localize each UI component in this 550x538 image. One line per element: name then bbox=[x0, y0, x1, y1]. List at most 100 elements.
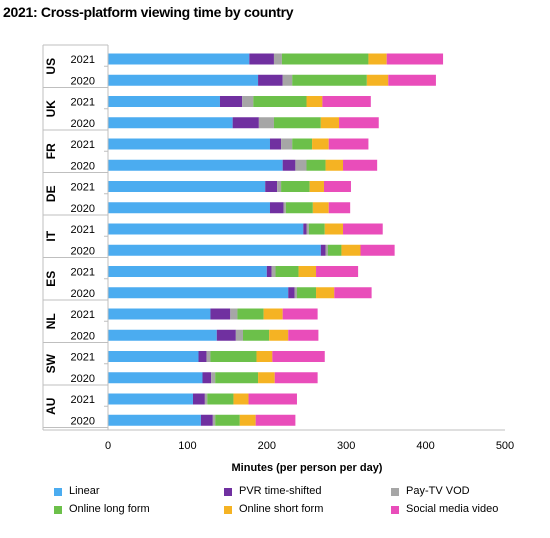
bar-segment bbox=[253, 96, 307, 107]
x-axis-title: Minutes (per person per day) bbox=[232, 462, 383, 474]
bar-segment bbox=[108, 74, 259, 86]
year-label: 2021 bbox=[71, 267, 95, 279]
bar-segment bbox=[198, 351, 207, 362]
bar-segment bbox=[258, 117, 274, 129]
bar-segment bbox=[206, 351, 211, 362]
bar-segment bbox=[283, 202, 286, 214]
bar-segment bbox=[298, 266, 317, 277]
bar-segment bbox=[108, 287, 289, 299]
year-label: 2021 bbox=[71, 182, 95, 194]
year-label: 2021 bbox=[71, 54, 95, 66]
bar-segment bbox=[108, 53, 250, 65]
bar-segment bbox=[274, 372, 318, 384]
bar-segment bbox=[256, 351, 273, 362]
bar-segment bbox=[272, 351, 325, 362]
bar-segment bbox=[108, 117, 233, 129]
bar-segment bbox=[328, 202, 351, 214]
bar-segment bbox=[242, 96, 254, 107]
year-label: 2020 bbox=[71, 160, 95, 172]
bar-segment bbox=[263, 308, 283, 320]
year-label: 2021 bbox=[71, 309, 95, 321]
bar-segment bbox=[343, 223, 383, 235]
year-label: 2021 bbox=[71, 352, 95, 364]
x-tick-label: 400 bbox=[416, 440, 434, 452]
bar-segment bbox=[266, 266, 272, 277]
bar-segment bbox=[334, 287, 372, 299]
bar-segment bbox=[281, 181, 310, 192]
year-label: 2020 bbox=[71, 288, 95, 300]
bar-segment bbox=[306, 96, 323, 107]
bar-segment bbox=[320, 244, 326, 256]
bar-segment bbox=[322, 96, 371, 107]
country-label: AU bbox=[44, 398, 58, 415]
bar-segment bbox=[277, 181, 282, 192]
bar-segment bbox=[235, 329, 243, 341]
bar-segment bbox=[368, 53, 387, 65]
year-label: 2020 bbox=[71, 330, 95, 342]
bar-segment bbox=[204, 393, 208, 405]
bar-segment bbox=[215, 414, 240, 426]
year-label: 2020 bbox=[71, 203, 95, 215]
bar-segment bbox=[248, 393, 297, 405]
bar-segment bbox=[288, 287, 295, 299]
bar-segment bbox=[303, 223, 307, 235]
bar-segment bbox=[360, 244, 395, 256]
bar-segment bbox=[210, 351, 257, 362]
bar-segment bbox=[343, 159, 378, 171]
bar-segment bbox=[285, 202, 313, 214]
bar-segment bbox=[325, 159, 344, 171]
bar-segment bbox=[249, 53, 274, 65]
country-label: IT bbox=[44, 230, 58, 241]
year-label: 2021 bbox=[71, 224, 95, 236]
x-tick-label: 0 bbox=[105, 440, 111, 452]
bar-segment bbox=[200, 414, 213, 426]
bar-segment bbox=[294, 287, 297, 299]
country-label: SW bbox=[44, 353, 58, 373]
bar-segment bbox=[316, 287, 335, 299]
bar-segment bbox=[108, 266, 267, 277]
x-tick-label: 100 bbox=[178, 440, 196, 452]
x-tick-label: 200 bbox=[258, 440, 276, 452]
bar-segment bbox=[237, 308, 264, 320]
bar-segment bbox=[239, 414, 256, 426]
bar-segment bbox=[215, 372, 259, 384]
bar-segment bbox=[339, 117, 379, 129]
bar-segment bbox=[108, 414, 201, 426]
bar-segment bbox=[269, 138, 282, 150]
axes-layer bbox=[42, 44, 505, 431]
bar-segment bbox=[281, 53, 369, 65]
bar-segment bbox=[323, 181, 351, 192]
bar-segment bbox=[255, 414, 296, 426]
bar-segment bbox=[324, 223, 344, 235]
bar-segment bbox=[316, 266, 359, 277]
country-label: UK bbox=[44, 100, 58, 118]
bar-segment bbox=[212, 414, 216, 426]
bar-segment bbox=[233, 393, 249, 405]
bar-segment bbox=[108, 244, 321, 256]
bar-segment bbox=[108, 138, 270, 150]
country-label: ES bbox=[44, 271, 58, 287]
year-label: 2020 bbox=[71, 118, 95, 130]
bar-segment bbox=[292, 138, 313, 150]
bar-segment bbox=[328, 138, 369, 150]
country-label: DE bbox=[44, 185, 58, 202]
bar-segment bbox=[216, 329, 236, 341]
bar-segment bbox=[219, 96, 243, 107]
bar-segment bbox=[296, 287, 317, 299]
bar-segment bbox=[108, 181, 266, 192]
year-label: 2021 bbox=[71, 139, 95, 151]
bar-segment bbox=[211, 372, 216, 384]
bar-segment bbox=[108, 202, 270, 214]
bar-segment bbox=[273, 117, 321, 129]
year-label: 2021 bbox=[71, 97, 95, 109]
bar-segment bbox=[271, 266, 276, 277]
x-tick-label: 300 bbox=[337, 440, 355, 452]
bar-segment bbox=[269, 202, 284, 214]
bar-segment bbox=[265, 181, 278, 192]
bar-segment bbox=[312, 138, 329, 150]
labels-layer: 0 100 200 300 400 500 2021 2020 2021 2020 2021 2020… bbox=[44, 54, 514, 452]
bar-segment bbox=[108, 372, 203, 384]
bar-segment bbox=[269, 329, 289, 341]
bar-segment bbox=[282, 74, 293, 86]
